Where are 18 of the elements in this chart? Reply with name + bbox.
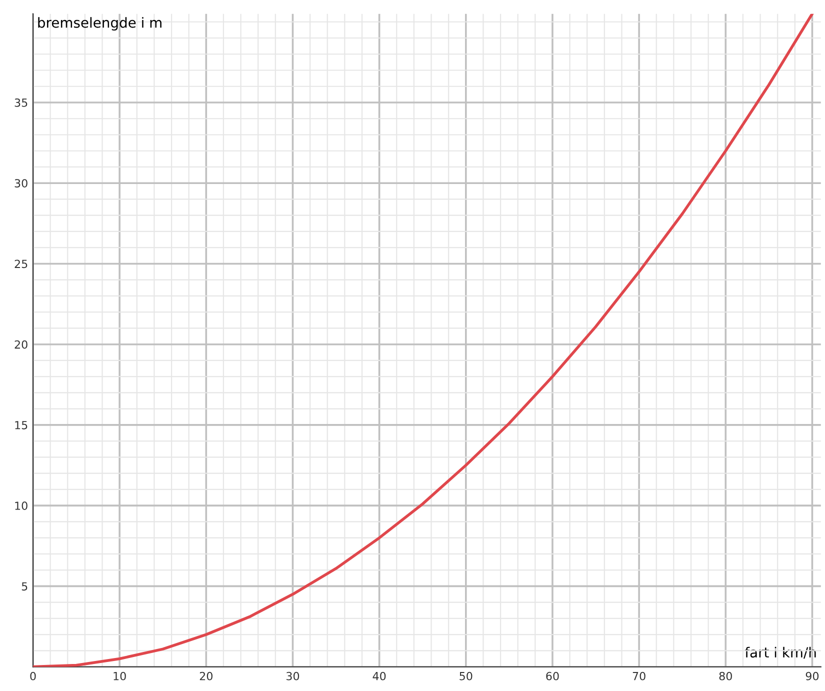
x-tick-label: 30 — [286, 672, 300, 680]
x-tick-label: 20 — [200, 672, 212, 680]
y-tick-label: 30 — [14, 179, 28, 188]
y-tick-label: 35 — [14, 98, 28, 107]
x-tick-label: 60 — [546, 672, 559, 680]
x-tick-label: 50 — [460, 672, 472, 680]
y-tick-label: 5 — [22, 582, 28, 591]
y-tick-label: 15 — [15, 421, 28, 430]
y-tick-label: 10 — [15, 502, 28, 510]
x-tick-label: 90 — [806, 672, 819, 680]
y-axis-title: bremselengde i m — [38, 17, 162, 31]
x-tick-label: 80 — [719, 672, 732, 680]
x-tick-label: 0 — [30, 672, 36, 680]
y-tick-label: 25 — [14, 260, 28, 268]
y-tick-label: 20 — [14, 340, 28, 349]
x-tick-label: 70 — [632, 672, 646, 680]
x-tick-label: 40 — [372, 672, 386, 680]
x-tick-label: 10 — [114, 672, 126, 680]
